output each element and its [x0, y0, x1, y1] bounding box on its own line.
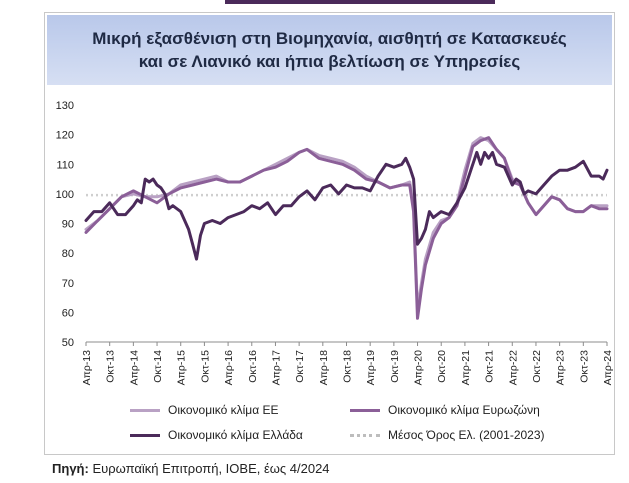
chart-frame [44, 12, 615, 455]
series-layer [84, 136, 609, 320]
y-tick-label: 90 [62, 219, 74, 231]
y-tick-label: 80 [62, 248, 74, 260]
legend-swatch-average [350, 433, 380, 437]
x-tick-label: Οκτ-17 [294, 350, 306, 383]
source-note: Πηγή: Ευρωπαϊκή Επιτροπή, ΙΟΒΕ, έως 4/20… [52, 461, 330, 476]
x-tick-label: Απρ-17 [270, 350, 282, 386]
x-tick-label: Οκτ-14 [152, 350, 164, 383]
x-tick-label: Οκτ-20 [436, 350, 448, 383]
legend-item-average: Μέσος Όρος Ελ. (2001-2023) [350, 428, 545, 442]
y-axis: 50 60 70 80 90 100 110 120 130 [56, 100, 74, 349]
y-tick-label: 120 [56, 130, 74, 142]
x-tick-label: Απρ-20 [413, 350, 425, 386]
legend-label-greece: Οικονομικό κλίμα Ελλάδα [168, 428, 303, 442]
y-tick-label: 110 [56, 159, 74, 171]
chart-title-line-1: Μικρή εξασθένιση στη Βιομηχανία, αισθητή… [92, 29, 567, 48]
x-tick-label: Απρ-15 [176, 350, 188, 386]
legend-label-average: Μέσος Όρος Ελ. (2001-2023) [388, 428, 545, 442]
legend-swatch-greece [130, 433, 160, 437]
y-tick-label: 70 [62, 278, 74, 290]
legend-swatch-eurozone [350, 408, 380, 412]
y-tick-label: 60 [62, 307, 74, 319]
legend-label-eu: Οικονομικό κλίμα ΕΕ [168, 403, 279, 417]
x-tick-label: Απρ-16 [223, 350, 235, 386]
x-tick-label: Οκτ-18 [342, 350, 354, 383]
chart-title-line-2: και σε Λιανικό και ήπια βελτίωση σε Υπηρ… [138, 52, 521, 71]
chart-title: Μικρή εξασθένιση στη Βιομηχανία, αισθητή… [82, 27, 576, 73]
top-decorative-strip [225, 0, 495, 4]
x-tick-label: Απρ-14 [128, 350, 140, 386]
y-tick-label: 100 [56, 189, 74, 201]
source-text: Ευρωπαϊκή Επιτροπή, ΙΟΒΕ, έως 4/2024 [92, 461, 330, 476]
x-tick-label: Οκτ-13 [105, 350, 117, 383]
legend-swatch-eu [130, 408, 160, 412]
legend-item-eu: Οικονομικό κλίμα ΕΕ [130, 403, 279, 417]
x-tick-label: Απρ-22 [507, 350, 519, 386]
y-tick-label: 50 [62, 337, 74, 349]
x-tick-label: Οκτ-16 [247, 350, 259, 383]
x-tick-label: Απρ-18 [318, 350, 330, 386]
legend-item-eurozone: Οικονομικό κλίμα Ευρωζώνη [350, 403, 540, 417]
x-tick-label: Απρ-19 [365, 350, 377, 386]
x-tick-label: Απρ-21 [460, 350, 472, 386]
legend-label-eurozone: Οικονομικό κλίμα Ευρωζώνη [388, 403, 540, 417]
x-tick-label: Οκτ-22 [531, 350, 543, 383]
legend: Οικονομικό κλίμα ΕΕ Οικονομικό κλίμα Ευρ… [130, 400, 600, 450]
x-tick-label: Οκτ-21 [484, 350, 496, 383]
series-line-greece [84, 150, 609, 261]
x-tick-label: Οκτ-15 [199, 350, 211, 383]
chart-title-box: Μικρή εξασθένιση στη Βιομηχανία, αισθητή… [47, 15, 612, 85]
x-axis: Απρ-13 Οκτ-13 Απρ-14 Οκτ-14 Απρ-15 Οκτ-15 Απρ-… [81, 341, 614, 386]
x-tick-label: Απρ-24 [602, 350, 614, 386]
x-tick-label: Οκτ-23 [578, 350, 590, 383]
legend-item-greece: Οικονομικό κλίμα Ελλάδα [130, 428, 303, 442]
y-tick-label: 130 [56, 100, 74, 112]
source-label: Πηγή: [52, 461, 89, 476]
x-tick-label: Απρ-23 [555, 350, 567, 386]
x-tick-label: Απρ-13 [81, 350, 93, 386]
series-line-eu [84, 136, 609, 311]
x-tick-label: Οκτ-19 [389, 350, 401, 383]
series-line-eurozone [84, 136, 609, 320]
